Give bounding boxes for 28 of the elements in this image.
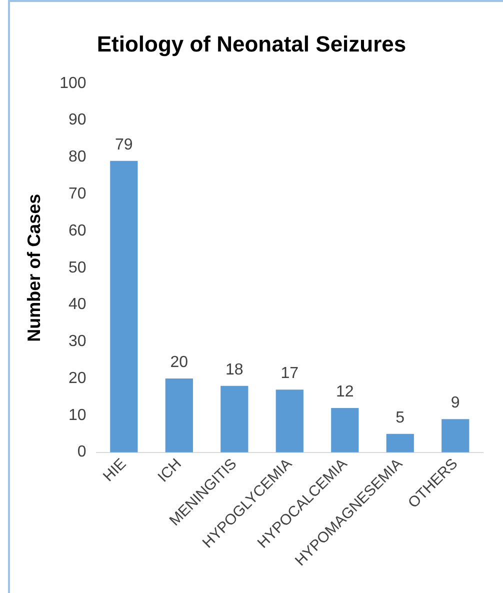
y-tick-label: 30 xyxy=(68,333,86,350)
bar xyxy=(331,408,359,452)
bar xyxy=(386,434,414,452)
y-tick-label: 20 xyxy=(68,370,86,387)
y-tick-label: 40 xyxy=(68,296,86,314)
bar xyxy=(220,386,248,452)
data-label: 20 xyxy=(170,354,188,371)
chart-title: Etiology of Neonatal Seizures xyxy=(96,31,406,56)
data-label: 12 xyxy=(336,383,354,400)
y-tick-label: 50 xyxy=(68,259,86,276)
y-tick-label: 80 xyxy=(68,148,86,166)
y-tick-label: 10 xyxy=(68,406,86,424)
y-tick-label: 90 xyxy=(68,112,86,129)
bar xyxy=(442,419,470,452)
data-label: 17 xyxy=(280,365,299,382)
bar xyxy=(276,390,304,452)
y-axis-title: Number of Cases xyxy=(24,194,44,342)
data-label: 18 xyxy=(226,361,244,378)
y-tick-label: 0 xyxy=(77,444,86,461)
data-label: 79 xyxy=(115,136,133,154)
data-label: 9 xyxy=(450,394,460,412)
y-tick-label: 100 xyxy=(60,74,86,92)
data-label: 5 xyxy=(396,409,405,426)
bar xyxy=(165,378,193,452)
y-tick-label: 60 xyxy=(68,222,86,240)
bar xyxy=(110,160,138,452)
y-tick-label: 70 xyxy=(68,185,86,202)
x-tick-label: HIE xyxy=(100,455,130,486)
